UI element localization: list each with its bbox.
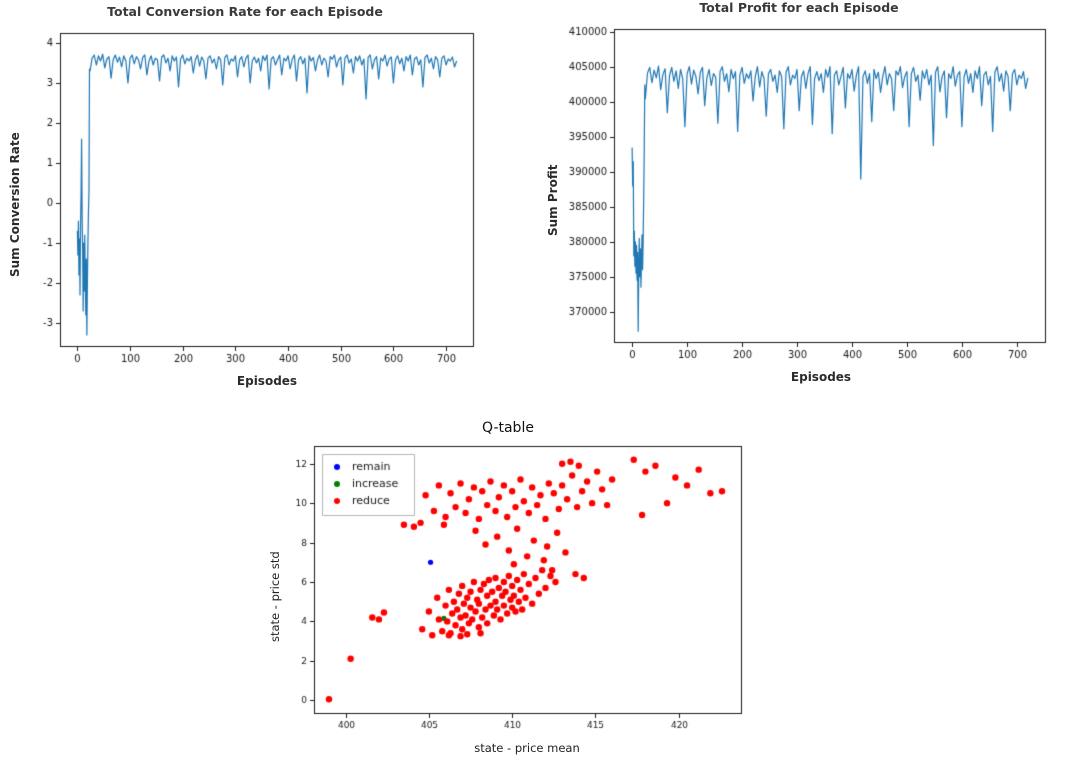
qtable-chart-canvas bbox=[284, 438, 750, 740]
conversion-y-axis-label: Sum Conversion Rate bbox=[8, 132, 22, 277]
profit-chart: Total Profit for each Episode Sum Profit… bbox=[544, 0, 1054, 384]
qtable-chart-title: Q-table bbox=[482, 420, 534, 436]
conversion-x-axis-label: Episodes bbox=[236, 374, 298, 388]
conversion-chart-canvas bbox=[24, 21, 484, 373]
conversion-chart-title: Total Conversion Rate for each Episode bbox=[107, 4, 383, 19]
profit-chart-title: Total Profit for each Episode bbox=[699, 0, 899, 15]
qtable-x-axis-label: state - price mean bbox=[474, 741, 580, 755]
profit-y-axis-label: Sum Profit bbox=[546, 164, 560, 237]
profit-x-axis-label: Episodes bbox=[790, 370, 852, 384]
qtable-scatter-chart: Q-table state - price std state - price … bbox=[266, 420, 750, 755]
conversion-rate-chart: Total Conversion Rate for each Episode S… bbox=[6, 4, 484, 388]
qtable-y-axis-label: state - price std bbox=[268, 551, 282, 642]
profit-chart-canvas bbox=[562, 17, 1054, 369]
